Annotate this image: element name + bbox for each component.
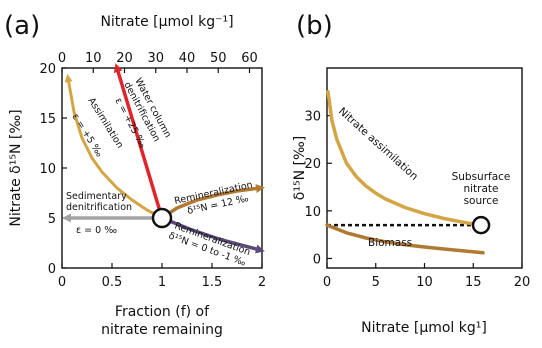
ann-nitrate-assimilation: Nitrate assimilation [336, 105, 420, 182]
panel-b-xtick-label-4: 20 [514, 275, 531, 290]
panel-a-start-point [151, 207, 173, 229]
panel-a-ytick-label-3: 15 [39, 112, 56, 127]
panel-a-top-tick-label-1: 10 [85, 51, 102, 66]
panel-b-x-tick-labels: 0 5 10 15 20 [323, 275, 530, 290]
ann-biomass: Biomass [368, 237, 412, 249]
panel-b-series-0 [326, 90, 483, 227]
panel-a-tick-marks [61, 67, 263, 269]
panel-a-label: (a) [4, 11, 40, 41]
panel-a-top-tick-label-5: 50 [210, 51, 227, 66]
panel-a-series-remineralization-12 [160, 184, 265, 220]
panel-a-top-tick-label-0: 0 [58, 51, 66, 66]
panel-b-xtick-label-1: 5 [372, 275, 380, 290]
panel-a-x-tick-labels: 0 0.5 1 1.5 2 [58, 275, 266, 290]
panel-b-ytick-label-2: 20 [304, 157, 321, 172]
panel-b-xtick-label-0: 0 [323, 275, 331, 290]
ann-source-3: source [464, 195, 499, 207]
panel-a-xtick-label-3: 1.5 [202, 275, 223, 290]
panel-b-label: (b) [296, 11, 333, 41]
panel-b-xtick-label-2: 10 [416, 275, 433, 290]
panel-a-top-tick-label-6: 60 [241, 51, 258, 66]
ann-source-1: Subsurface [452, 171, 511, 183]
panel-a-series-assimilation [64, 74, 164, 220]
panel-a-series-water-column-denitrification [113, 63, 164, 220]
panel-b-ytick-label-1: 10 [304, 205, 321, 220]
panel-a-top-tick-label-3: 30 [147, 51, 164, 66]
ann-sedimentary-2: denitrification [66, 202, 132, 213]
panel-a-series-remineralization-0 [160, 216, 265, 254]
panel-b-y-tick-labels: 0 10 20 30 [304, 110, 321, 268]
panel-b-series-1 [325, 223, 485, 255]
ann-sedimentary-1: Sedimentary [66, 191, 127, 202]
ann-source-2: nitrate [463, 183, 498, 195]
panel-a-xtick-label-2: 1 [158, 275, 166, 290]
panel-b-ylabel: δ¹⁵N [‰] [292, 136, 308, 200]
panel-b-series [325, 90, 485, 255]
panel-a-xtick-label-0: 0 [58, 275, 66, 290]
panel-a-ytick-label-0: 0 [48, 262, 56, 277]
panel-a-ytick-label-2: 10 [39, 162, 56, 177]
panel-a-top-xlabel: Nitrate [μmol kg⁻¹] [100, 14, 233, 30]
panel-b-xlabel: Nitrate [μmol kg¹] [361, 320, 487, 336]
panel-a-y-tick-labels: 0 5 10 15 20 [39, 62, 56, 277]
panel-b-xtick-label-3: 15 [465, 275, 482, 290]
panel-a-xlabel-line2: nitrate remaining [101, 322, 223, 338]
panel-a-series [62, 63, 265, 254]
panel-a-xlabel-line1: Fraction (f) of [115, 304, 210, 320]
ann-sedimentary-eps: ε = 0 ‰ [76, 225, 117, 236]
panel-a-ylabel: Nitrate δ¹⁵N [‰] [8, 109, 24, 226]
panel-a-ytick-label-4: 20 [39, 62, 56, 77]
panel-a-xtick-label-1: 0.5 [102, 275, 123, 290]
panel-b: (b) 0 5 10 15 20 0 10 20 30 δ¹⁵N [‰] Nitrate [μ… [292, 11, 530, 336]
panel-b-frame [326, 67, 523, 269]
panel-b-source-point [471, 215, 491, 235]
panel-a-top-tick-label-2: 20 [116, 51, 133, 66]
panel-a-top-tick-labels: 0 10 20 30 40 50 60 [58, 51, 258, 66]
panel-b-ytick-label-3: 30 [304, 110, 321, 125]
panel-b-ytick-label-0: 0 [313, 252, 321, 267]
panel-a-top-tick-label-4: 40 [179, 51, 196, 66]
panel-a-ytick-label-1: 5 [48, 212, 56, 227]
panel-a-xtick-label-4: 2 [258, 275, 266, 290]
